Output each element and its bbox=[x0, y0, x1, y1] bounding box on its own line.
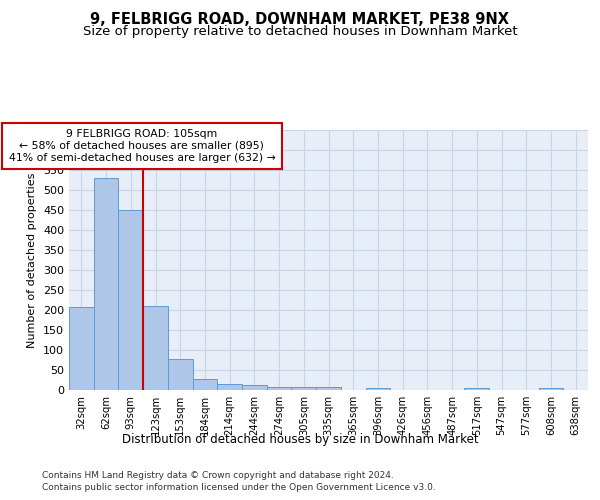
Bar bbox=[118, 210, 143, 390]
Text: Contains public sector information licensed under the Open Government Licence v3: Contains public sector information licen… bbox=[42, 484, 436, 492]
Bar bbox=[292, 387, 316, 390]
Y-axis label: Number of detached properties: Number of detached properties bbox=[28, 172, 37, 348]
Bar bbox=[94, 178, 118, 390]
Bar bbox=[365, 388, 390, 390]
Text: Distribution of detached houses by size in Downham Market: Distribution of detached houses by size … bbox=[122, 432, 478, 446]
Bar bbox=[464, 388, 489, 390]
Bar bbox=[316, 387, 341, 390]
Text: 9 FELBRIGG ROAD: 105sqm
← 58% of detached houses are smaller (895)
41% of semi-d: 9 FELBRIGG ROAD: 105sqm ← 58% of detache… bbox=[8, 130, 275, 162]
Bar bbox=[168, 359, 193, 390]
Text: Size of property relative to detached houses in Downham Market: Size of property relative to detached ho… bbox=[83, 25, 517, 38]
Bar bbox=[193, 379, 217, 390]
Text: 9, FELBRIGG ROAD, DOWNHAM MARKET, PE38 9NX: 9, FELBRIGG ROAD, DOWNHAM MARKET, PE38 9… bbox=[91, 12, 509, 28]
Text: Contains HM Land Registry data © Crown copyright and database right 2024.: Contains HM Land Registry data © Crown c… bbox=[42, 471, 394, 480]
Bar bbox=[267, 387, 292, 390]
Bar bbox=[69, 307, 94, 390]
Bar bbox=[242, 385, 267, 390]
Bar bbox=[143, 306, 168, 390]
Bar bbox=[217, 384, 242, 390]
Bar bbox=[539, 388, 563, 390]
